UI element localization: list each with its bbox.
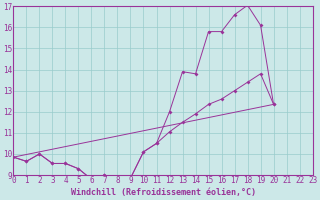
X-axis label: Windchill (Refroidissement éolien,°C): Windchill (Refroidissement éolien,°C) bbox=[70, 188, 255, 197]
